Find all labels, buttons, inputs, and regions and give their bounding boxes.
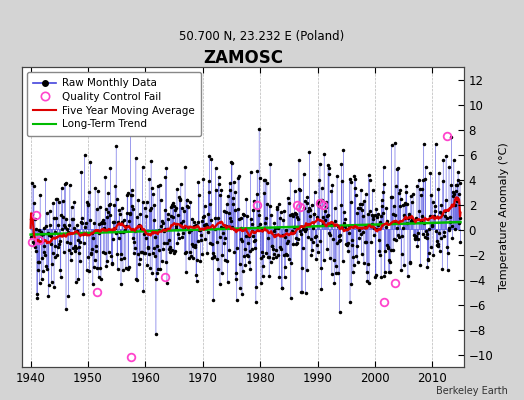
Legend: Raw Monthly Data, Quality Control Fail, Five Year Moving Average, Long-Term Tren: Raw Monthly Data, Quality Control Fail, …	[27, 72, 201, 136]
Y-axis label: Temperature Anomaly (°C): Temperature Anomaly (°C)	[499, 143, 509, 292]
Title: ZAMOSC: ZAMOSC	[203, 49, 283, 67]
Text: 50.700 N, 23.232 E (Poland): 50.700 N, 23.232 E (Poland)	[179, 30, 345, 43]
Text: Berkeley Earth: Berkeley Earth	[436, 386, 508, 396]
